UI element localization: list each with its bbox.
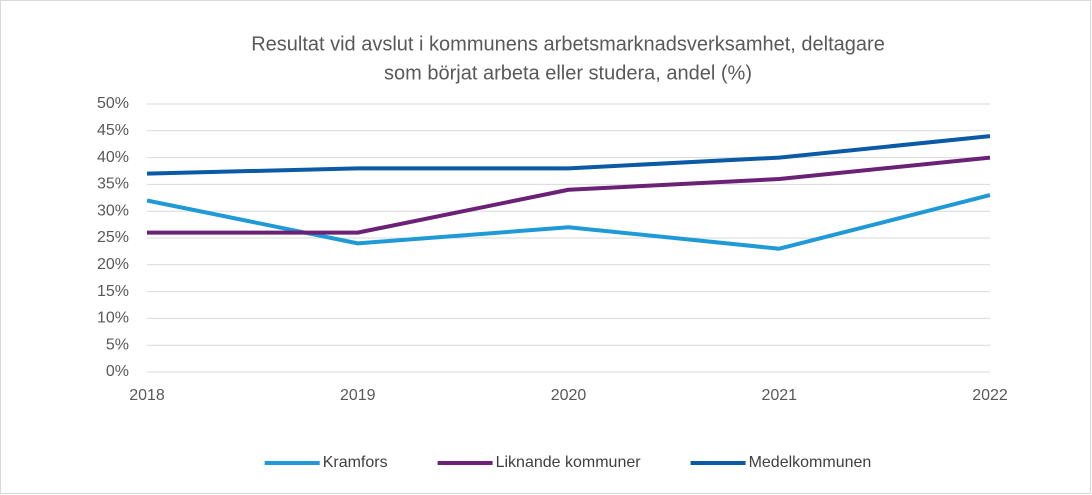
y-tick-label: 40% bbox=[97, 149, 129, 166]
y-tick-label: 20% bbox=[97, 256, 129, 273]
y-tick-label: 15% bbox=[97, 283, 129, 300]
x-tick-label: 2019 bbox=[340, 387, 376, 404]
x-tick-label: 2021 bbox=[761, 387, 797, 404]
y-tick-label: 35% bbox=[97, 176, 129, 193]
x-tick-label: 2022 bbox=[972, 387, 1008, 404]
x-tick-label: 2018 bbox=[129, 387, 165, 404]
chart-title: Resultat vid avslut i kommunens arbetsma… bbox=[251, 33, 885, 55]
series-line bbox=[147, 155, 991, 235]
y-tick-label: 30% bbox=[97, 202, 129, 219]
legend-label: Liknande kommuner bbox=[496, 454, 642, 471]
y-tick-label: 50% bbox=[97, 95, 129, 112]
series-line bbox=[146, 134, 991, 176]
legend-item: Liknande kommuner bbox=[437, 454, 642, 471]
legend-item: Kramfors bbox=[264, 454, 388, 471]
series-line bbox=[146, 193, 991, 251]
y-tick-label: 10% bbox=[97, 310, 129, 327]
legend-label: Kramfors bbox=[323, 454, 388, 471]
x-tick-label: 2020 bbox=[551, 387, 587, 404]
legend-label: Medelkommunen bbox=[749, 454, 872, 471]
y-tick-label: 45% bbox=[97, 122, 129, 139]
y-tick-label: 0% bbox=[106, 363, 129, 380]
y-tick-label: 5% bbox=[106, 336, 129, 353]
y-tick-label: 25% bbox=[97, 229, 129, 246]
chart-title: som börjat arbeta eller studera, andel (… bbox=[384, 62, 752, 84]
legend-item: Medelkommunen bbox=[690, 454, 872, 471]
